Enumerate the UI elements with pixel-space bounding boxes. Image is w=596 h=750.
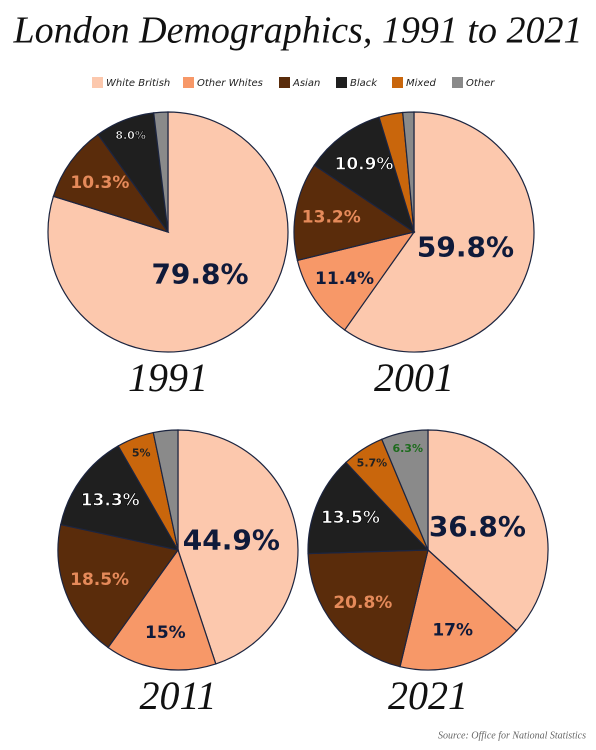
data-label: 44.9% [183, 523, 280, 556]
pie-slice [313, 116, 416, 234]
data-label: 59.8% [417, 230, 514, 263]
pie-slice [380, 429, 429, 551]
legend-label: Mixed [406, 78, 436, 89]
pie-slice [307, 549, 429, 668]
data-label: 5.7% [357, 456, 388, 469]
data-label: 6.3% [392, 442, 423, 455]
pie-slice [296, 231, 416, 331]
pie-slice [307, 461, 430, 555]
data-label: 20.8% [333, 593, 392, 613]
pie-slice [52, 133, 170, 234]
data-label: 5% [132, 447, 151, 460]
legend-label: Other [466, 78, 495, 89]
source: Source: Office for National Statistics [438, 730, 586, 741]
pie-slice [343, 111, 535, 353]
legend-swatch [183, 77, 194, 88]
data-label: 17% [432, 620, 473, 640]
pie-slice [293, 164, 416, 262]
pie-title: 2001 [374, 355, 454, 400]
data-label: 10.3% [70, 173, 129, 193]
legend-swatch [392, 77, 403, 88]
legend-label: Asian [292, 78, 320, 89]
pie-slice [177, 429, 299, 665]
pie-slice [427, 429, 549, 632]
legend-swatch [92, 77, 103, 88]
pie-slice [107, 548, 217, 671]
data-label: 13.5% [321, 508, 380, 528]
legend-label: Black [350, 78, 378, 89]
pie-title: 2021 [388, 673, 468, 718]
legend-swatch [452, 77, 463, 88]
pie-slice [60, 445, 180, 551]
chart-title: London Demographics, 1991 to 2021 [13, 10, 583, 52]
pie-slice [47, 111, 289, 353]
data-label: 11.4% [315, 269, 374, 289]
data-label: 13.3% [81, 490, 140, 510]
data-label: 36.8% [429, 510, 526, 543]
pie-slice [152, 429, 179, 551]
legend-swatch [279, 77, 290, 88]
legend-label: Other Whites [197, 78, 263, 89]
data-label: 18.5% [70, 570, 129, 590]
pie-title: 1991 [128, 355, 208, 400]
pie-slice [153, 111, 169, 233]
data-label: 15% [145, 623, 186, 643]
pie-title: 2011 [139, 673, 216, 718]
legend-swatch [336, 77, 347, 88]
data-label: 79.8% [151, 257, 248, 290]
pie-slice [399, 548, 518, 671]
data-label: 10.9% [334, 155, 393, 175]
data-label: 13.2% [302, 207, 361, 227]
legend-label: White British [106, 78, 170, 89]
data-label: 8.0% [115, 129, 146, 142]
pie-slice [57, 523, 180, 649]
pie-slice [402, 111, 415, 233]
